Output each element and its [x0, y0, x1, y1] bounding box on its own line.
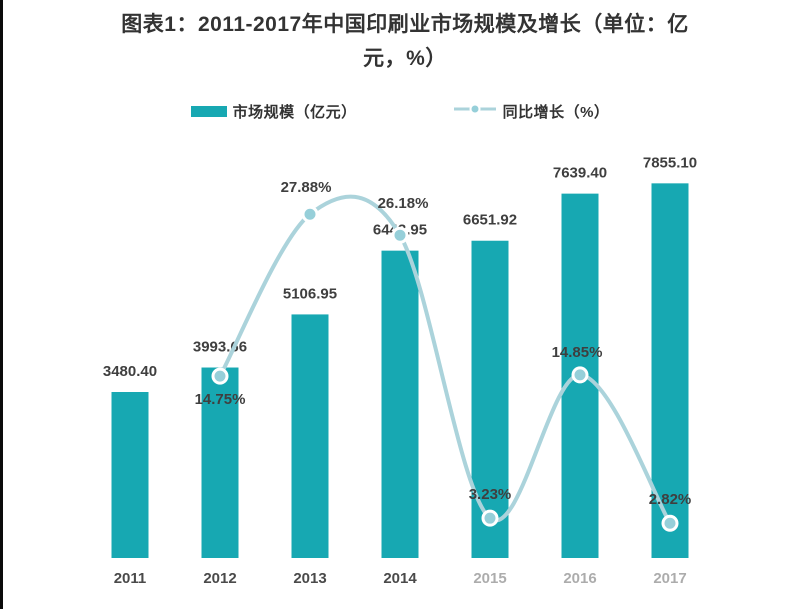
growth-label-2012: 14.75%	[195, 391, 246, 408]
bar-2015	[471, 240, 509, 558]
bar-value-label-2011: 3480.40	[103, 363, 157, 380]
chart-title: 图表1：2011-2017年中国印刷业市场规模及增长（单位：亿 元，%）	[60, 8, 750, 76]
growth-marker-2016	[571, 366, 589, 384]
x-tick-label-2016: 2016	[563, 570, 596, 587]
growth-marker-2014	[391, 226, 409, 244]
legend-item-growth: 同比增长（%）	[453, 101, 610, 122]
legend-label-growth: 同比增长（%）	[502, 103, 610, 121]
growth-marker-2015	[481, 509, 499, 527]
x-tick-label-2014: 2014	[383, 570, 417, 587]
x-tick-label-2011: 2011	[114, 570, 147, 587]
bar-2011	[111, 392, 149, 558]
left-edge-artifact	[0, 0, 3, 609]
growth-marker-2013	[301, 205, 319, 223]
bar-value-label-2017: 7855.10	[643, 154, 697, 171]
bar-series-swatch-icon	[190, 105, 227, 117]
line-series-swatch-icon	[453, 102, 497, 121]
growth-label-2016: 14.85%	[552, 344, 603, 361]
bar-value-label-2016: 7639.40	[553, 165, 607, 182]
chart-legend: 市场规模（亿元） 同比增长（%）	[0, 98, 800, 124]
growth-label-2015: 3.23%	[469, 486, 512, 503]
growth-label-2014: 26.18%	[378, 195, 429, 212]
growth-label-2013: 27.88%	[281, 179, 332, 196]
bar-value-label-2015: 6651.92	[463, 212, 517, 229]
growth-marker-2017	[661, 514, 679, 532]
legend-label-market-size: 市场规模（亿元）	[232, 103, 357, 121]
bar-value-label-2013: 5106.95	[283, 285, 337, 302]
legend-item-market-size: 市场规模（亿元）	[190, 101, 357, 122]
growth-line-path	[218, 194, 672, 526]
x-tick-label-2012: 2012	[203, 570, 236, 587]
x-tick-label-2017: 2017	[653, 570, 686, 587]
chart-title-line2: 元，%）	[363, 47, 447, 70]
x-tick-label-2015: 2015	[473, 570, 506, 587]
bar-2012	[201, 367, 239, 558]
combo-chart-plot: 3480.403993.665106.956443.956651.927639.…	[103, 154, 697, 587]
chart-title-line1: 图表1：2011-2017年中国印刷业市场规模及增长（单位：亿	[121, 13, 689, 36]
bar-2013	[291, 314, 329, 558]
growth-label-2017: 2.82%	[649, 491, 692, 508]
growth-marker-2012	[211, 367, 229, 385]
x-tick-label-2013: 2013	[293, 570, 326, 587]
bar-2014	[381, 250, 419, 559]
